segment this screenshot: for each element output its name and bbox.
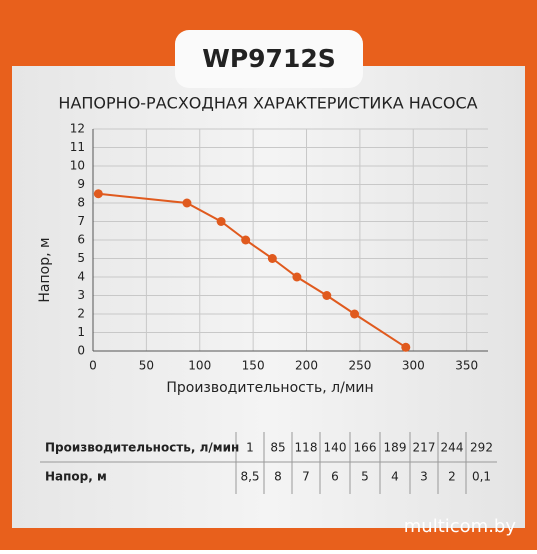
y-tick-label: 2: [77, 307, 85, 321]
marker: [401, 342, 411, 352]
y-tick-label: 7: [77, 214, 85, 228]
y-tick-label: 9: [77, 177, 85, 191]
table-cell: 140: [324, 441, 347, 455]
y-tick-label: 11: [70, 140, 85, 154]
table-cell: 8: [274, 470, 282, 484]
marker: [322, 291, 332, 300]
marker: [182, 198, 192, 208]
table-cell: 6: [331, 470, 339, 484]
table-cell: 189: [384, 441, 407, 455]
x-tick-label: 350: [455, 359, 478, 373]
table-cell: 1: [246, 441, 254, 455]
x-tick-label: 200: [295, 359, 318, 373]
row-header: Производительность, л/мин: [45, 441, 239, 455]
marker: [241, 235, 251, 245]
y-tick-label: 6: [77, 233, 85, 247]
y-tick-label: 3: [77, 288, 85, 302]
y-tick-label: 12: [70, 122, 85, 136]
x-tick-label: 0: [89, 359, 97, 373]
x-tick-label: 100: [188, 359, 211, 373]
y-tick-label: 1: [77, 325, 85, 339]
table-cell: 118: [295, 441, 318, 455]
chart-title: WP9712S: [202, 44, 335, 73]
marker: [93, 189, 103, 199]
x-tick-label: 250: [348, 359, 371, 373]
table-cell: 5: [361, 470, 369, 484]
row-header: Напор, м: [45, 470, 107, 484]
x-axis-label: Производительность, л/мин: [166, 380, 373, 396]
x-tick-label: 50: [139, 359, 154, 373]
chart-subtitle: НАПОРНО-РАСХОДНАЯ ХАРАКТЕРИСТИКА НАСОСА: [58, 94, 477, 113]
y-tick-label: 5: [77, 251, 85, 265]
x-tick-label: 150: [242, 359, 265, 373]
marker: [292, 272, 302, 282]
table-cell: 292: [470, 441, 493, 455]
table-cell: 166: [354, 441, 377, 455]
y-tick-label: 0: [77, 344, 85, 358]
table-cell: 2: [448, 470, 456, 484]
table-cell: 8,5: [240, 470, 259, 484]
table-cell: 0,1: [472, 470, 491, 484]
marker: [350, 309, 360, 319]
y-axis-label: Напор, м: [37, 237, 53, 302]
y-tick-label: 8: [77, 196, 85, 210]
y-tick-label: 4: [77, 270, 85, 284]
table-cell: 3: [420, 470, 428, 484]
table-cell: 85: [270, 441, 285, 455]
x-tick-label: 300: [402, 359, 425, 373]
table-cell: 244: [441, 441, 464, 455]
table-cell: 7: [302, 470, 310, 484]
watermark: multicom.by: [404, 516, 517, 537]
marker: [216, 217, 226, 226]
table-cell: 217: [413, 441, 436, 455]
panel: [12, 66, 525, 528]
title-tab: [175, 30, 363, 88]
table-cell: 4: [391, 470, 399, 484]
marker: [267, 254, 277, 263]
y-tick-label: 10: [70, 159, 85, 173]
